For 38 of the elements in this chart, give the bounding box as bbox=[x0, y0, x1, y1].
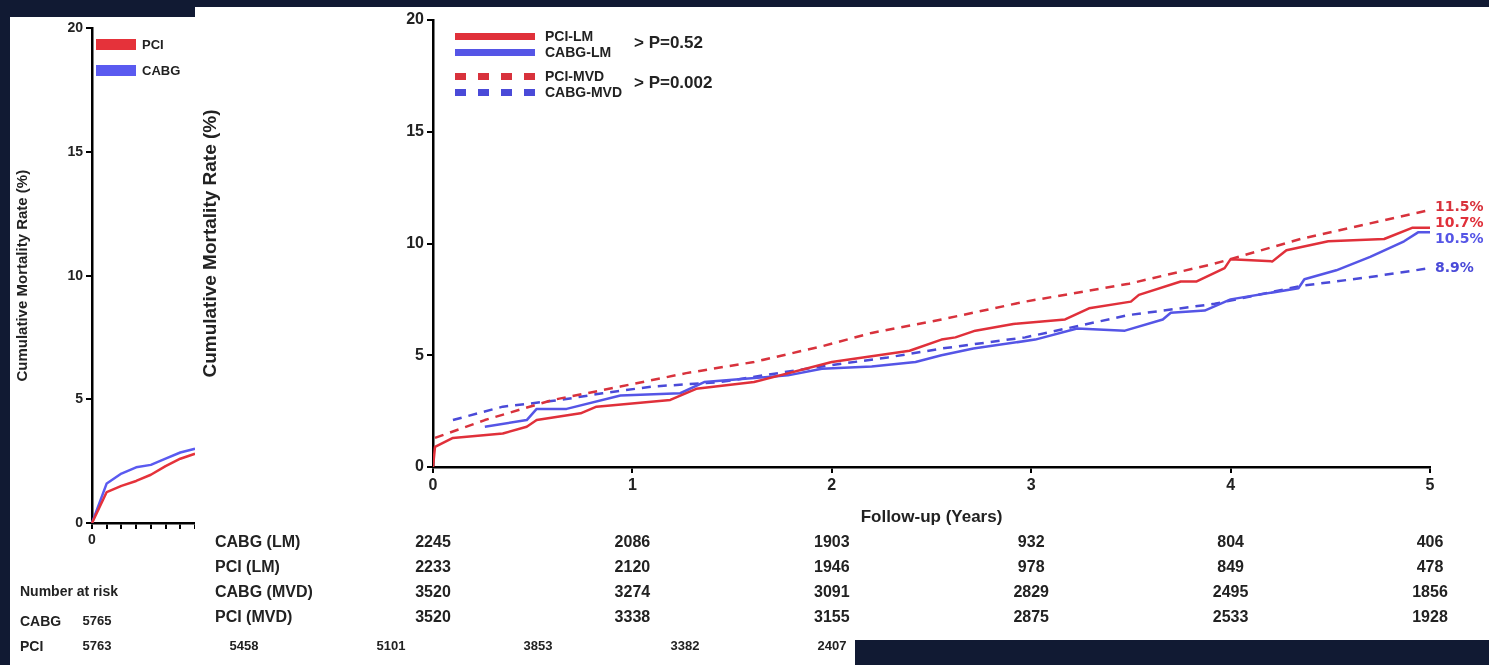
y-tick-label: 10 bbox=[406, 233, 425, 251]
text: CABG 5765 bbox=[20, 613, 112, 629]
y-tick-label: 10 bbox=[67, 266, 84, 283]
legend-label: PCI-MVD bbox=[545, 68, 605, 84]
x-tick-label: 4 bbox=[1226, 476, 1236, 494]
text: Number at risk bbox=[20, 583, 119, 599]
text: PCI (MVD) 3520 3338 3155 2875 2533 1928 bbox=[215, 608, 1448, 625]
legend-label: CABG bbox=[142, 62, 181, 78]
y-tick-label: 0 bbox=[75, 513, 84, 530]
data-label: 10.7% bbox=[1435, 214, 1484, 231]
legend-label: PCI-LM bbox=[545, 28, 594, 44]
text: CABG (MVD) 3520 3274 3091 2829 2495 1856 bbox=[215, 583, 1448, 600]
legend-label: CABG-LM bbox=[545, 44, 612, 60]
y-tick-label: 20 bbox=[67, 19, 84, 36]
legend-label: PCI bbox=[142, 36, 164, 52]
y-tick-label: 15 bbox=[406, 122, 425, 140]
annotation: > P=0.52 bbox=[634, 33, 704, 53]
x-tick-label: 2 bbox=[827, 476, 837, 494]
annotation: > P=0.002 bbox=[634, 73, 713, 93]
x-axis-title: Follow-up (Years) bbox=[860, 507, 1003, 527]
y-tick-label: 20 bbox=[406, 10, 425, 28]
text: PCI 5763 5458 5101 3853 3382 2407 bbox=[20, 638, 847, 654]
x-tick-label: 1 bbox=[627, 476, 637, 494]
text: PCI (LM) 2233 2120 1946 978 849 478 bbox=[215, 558, 1444, 575]
x-tick-label: 0 bbox=[428, 476, 438, 494]
y-tick-label: 5 bbox=[415, 345, 425, 363]
legend-label: CABG-MVD bbox=[545, 84, 622, 100]
y-tick-label: 0 bbox=[415, 457, 425, 475]
x-tick-label: 5 bbox=[1425, 476, 1435, 494]
y-tick-label: 15 bbox=[67, 142, 84, 159]
text: CABG (LM) 2245 2086 1903 932 804 406 bbox=[215, 533, 1444, 550]
y-axis-title: Cumulative Mortality Rate (%) bbox=[198, 109, 220, 378]
x-tick-label: 3 bbox=[1026, 476, 1036, 494]
y-axis-title: Cumulative Mortality Rate (%) bbox=[13, 169, 31, 382]
data-label: 8.9% bbox=[1435, 258, 1474, 275]
data-label: 11.5% bbox=[1435, 198, 1484, 215]
y-tick-label: 5 bbox=[75, 390, 84, 407]
data-label: 10.5% bbox=[1435, 230, 1484, 247]
